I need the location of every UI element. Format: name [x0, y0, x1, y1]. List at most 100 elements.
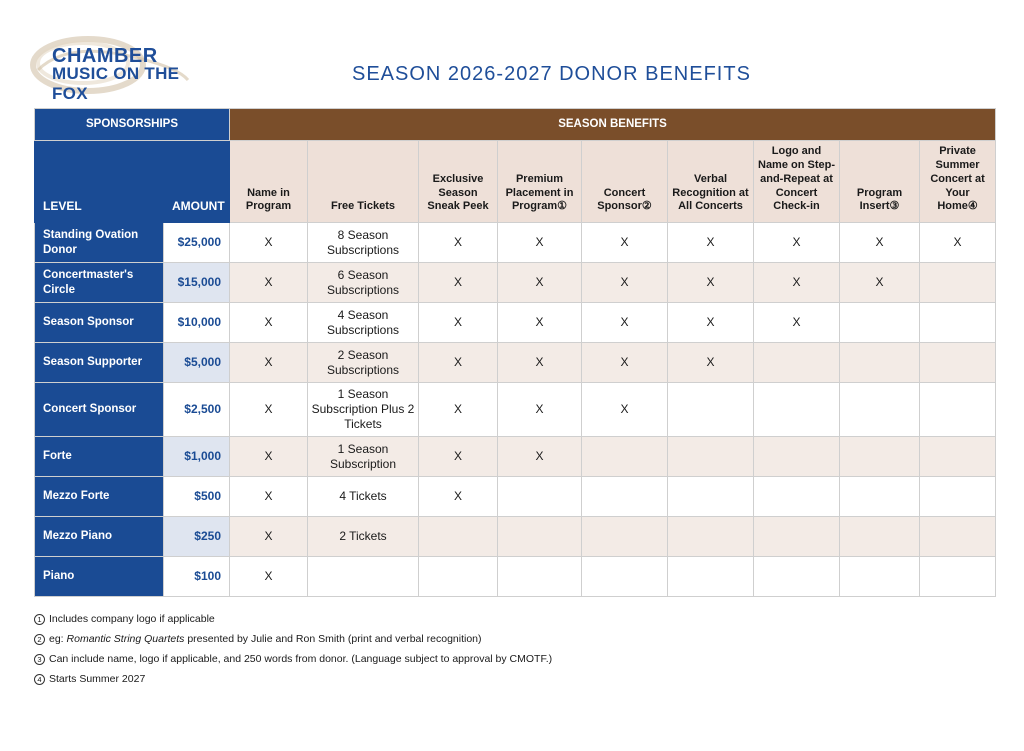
table-row: Season Sponsor $10,000 X 4 Season Subscr…	[34, 302, 997, 343]
table-row: Mezzo Piano $250 X 2 Tickets	[34, 516, 997, 557]
benefit-cell	[918, 436, 997, 477]
column-header: Premium Placement in Program①	[497, 140, 582, 223]
benefit-cell	[918, 476, 997, 517]
benefit-cell	[667, 436, 754, 477]
benefit-cell	[581, 516, 668, 557]
benefit-cell	[497, 556, 582, 597]
table-row: Mezzo Forte $500 X 4 Tickets X	[34, 476, 997, 517]
benefit-cell	[667, 476, 754, 517]
benefit-cell	[918, 342, 997, 383]
benefit-cell: X	[229, 516, 308, 557]
amount-value: $500	[163, 476, 230, 517]
benefit-cell: X	[497, 382, 582, 437]
benefit-cell: X	[229, 342, 308, 383]
table-row: Concert Sponsor $2,500 X 1 Season Subscr…	[34, 382, 997, 437]
benefit-cell: X	[418, 382, 498, 437]
benefit-cell	[667, 382, 754, 437]
benefit-cell	[497, 476, 582, 517]
table-row: Piano $100 X	[34, 556, 997, 597]
benefit-cell: X	[667, 222, 754, 263]
benefit-cell	[753, 476, 840, 517]
amount-column-header: AMOUNT	[163, 140, 230, 223]
amount-value: $1,000	[163, 436, 230, 477]
level-name: Mezzo Forte	[34, 476, 164, 517]
season-benefits-header: SEASON BENEFITS	[228, 108, 997, 141]
benefit-cell	[581, 476, 668, 517]
benefit-cell	[918, 302, 997, 343]
column-header: Exclusive Season Sneak Peek	[418, 140, 498, 223]
benefit-cell: 4 Season Subscriptions	[307, 302, 419, 343]
footnote-marker: 1	[34, 613, 45, 625]
footnote-marker: 3	[34, 653, 45, 665]
benefit-cell: X	[497, 302, 582, 343]
benefit-cell: X	[418, 262, 498, 303]
benefit-cell	[418, 516, 498, 557]
amount-value: $10,000	[163, 302, 230, 343]
benefit-cell: 2 Season Subscriptions	[307, 342, 419, 383]
benefit-cell: X	[839, 222, 920, 263]
benefit-cell: X	[667, 302, 754, 343]
benefit-cell	[667, 516, 754, 557]
table-row: Season Supporter $5,000 X 2 Season Subsc…	[34, 342, 997, 383]
benefit-cell: X	[229, 222, 308, 263]
benefit-cell	[753, 556, 840, 597]
amount-value: $100	[163, 556, 230, 597]
benefit-cell: X	[418, 436, 498, 477]
benefit-cell: 2 Tickets	[307, 516, 419, 557]
table-row: Concertmaster's Circle $15,000 X 6 Seaso…	[34, 262, 997, 303]
benefit-cell: X	[581, 262, 668, 303]
footnote-text: Can include name, logo if applicable, an…	[49, 653, 553, 665]
benefit-cell: X	[581, 342, 668, 383]
benefit-cell: 1 Season Subscription	[307, 436, 419, 477]
benefit-cell: X	[497, 342, 582, 383]
sponsorships-header: SPONSORSHIPS	[34, 108, 230, 141]
footnote-4: 4 Starts Summer 2027	[34, 669, 552, 689]
footnote-1: 1 Includes company logo if applicable	[34, 609, 552, 629]
benefit-cell: X	[581, 382, 668, 437]
benefit-cell: X	[418, 302, 498, 343]
table-row: Standing Ovation Donor $25,000 X 8 Seaso…	[34, 222, 997, 263]
level-name: Season Supporter	[34, 342, 164, 383]
benefit-cell	[918, 382, 997, 437]
column-header: Concert Sponsor②	[581, 140, 668, 223]
benefit-cell	[667, 556, 754, 597]
amount-value: $2,500	[163, 382, 230, 437]
benefit-cell: X	[497, 222, 582, 263]
donor-benefits-table: SPONSORSHIPS SEASON BENEFITS LEVEL AMOUN…	[34, 108, 997, 597]
benefit-cell: X	[229, 476, 308, 517]
logo-line-1: CHAMBER	[52, 45, 158, 67]
level-name: Concert Sponsor	[34, 382, 164, 437]
benefit-cell: X	[229, 302, 308, 343]
benefit-cell: X	[229, 556, 308, 597]
benefit-cell	[839, 342, 920, 383]
benefit-cell: X	[581, 222, 668, 263]
footnote-2: 2 eg: Romantic String Quartets presented…	[34, 629, 552, 649]
benefit-cell: X	[581, 302, 668, 343]
page-title: SEASON 2026-2027 DONOR BENEFITS	[352, 63, 751, 85]
benefit-cell	[753, 516, 840, 557]
column-header: Private Summer Concert at Your Home④	[918, 140, 997, 223]
benefit-cell: X	[497, 262, 582, 303]
swirl-logo-icon	[30, 36, 190, 94]
table-row: Forte $1,000 X 1 Season Subscription X X	[34, 436, 997, 477]
benefit-cell: X	[918, 222, 997, 263]
benefit-cell	[581, 436, 668, 477]
level-name: Piano	[34, 556, 164, 597]
column-header: Verbal Recognition at All Concerts	[667, 140, 754, 223]
benefit-cell	[839, 516, 920, 557]
footnote-prefix: eg:	[49, 633, 64, 645]
benefit-cell: X	[229, 436, 308, 477]
benefit-cell	[918, 556, 997, 597]
footnote-text: Starts Summer 2027	[49, 673, 146, 685]
benefit-cell	[753, 436, 840, 477]
benefit-cell: X	[753, 222, 840, 263]
benefit-cell	[839, 476, 920, 517]
column-header: Free Tickets	[307, 140, 419, 223]
benefit-cell: X	[497, 436, 582, 477]
benefit-cell	[839, 302, 920, 343]
level-name: Mezzo Piano	[34, 516, 164, 557]
amount-value: $5,000	[163, 342, 230, 383]
benefit-cell: X	[418, 476, 498, 517]
benefit-cell: X	[667, 262, 754, 303]
chamber-music-logo: CHAMBER MUSIC ON THE FOX	[28, 30, 198, 103]
